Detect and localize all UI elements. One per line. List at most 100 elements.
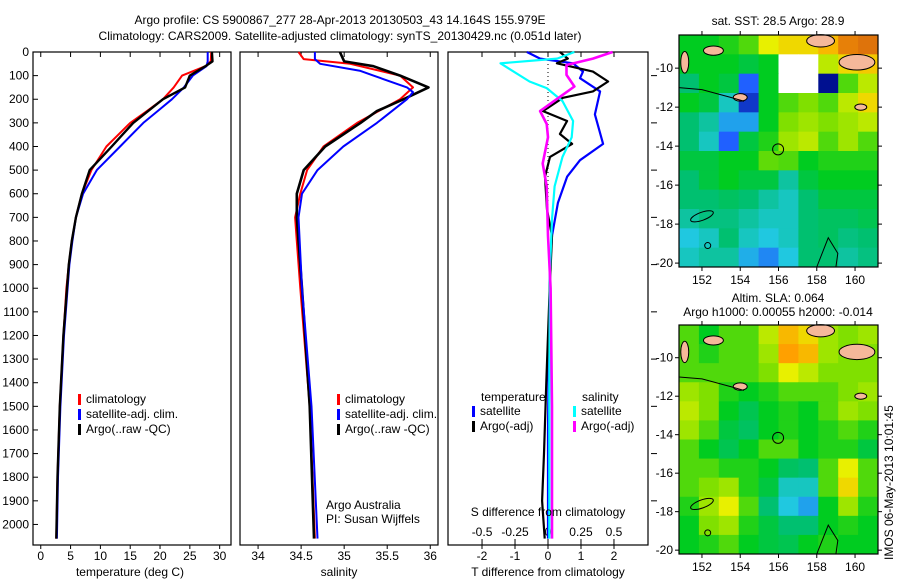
map-cell [778, 112, 799, 133]
map-cell [758, 189, 779, 210]
map-cell [738, 515, 760, 536]
lon-tick-label: 160 [845, 273, 865, 287]
map-cell [698, 458, 720, 479]
y-tick-label: 200 [9, 92, 29, 106]
map-cell [818, 439, 839, 460]
credit-line-2: PI: Susan Wijffels [326, 512, 420, 526]
lat-tick-label: -10 [656, 351, 674, 365]
map-cell [679, 382, 700, 402]
map-cell [679, 439, 700, 460]
map-cell [818, 496, 839, 517]
map-cell [798, 515, 819, 536]
map-cell [698, 247, 720, 268]
legend-swatch [337, 394, 340, 405]
map-cell [778, 93, 799, 113]
map-cell [798, 209, 819, 229]
map-cell [838, 35, 859, 55]
y-tick-label: 600 [9, 187, 29, 201]
map-cell [679, 73, 700, 94]
map-cell [858, 151, 879, 171]
map-cell [798, 382, 819, 402]
imos-timestamp: IMOS 06-May-2013 10:01:45 [882, 405, 896, 560]
map-cell [858, 534, 879, 555]
map-cell [738, 477, 760, 498]
map-cell [818, 54, 839, 75]
map-cell [679, 534, 700, 555]
sla-map-title: Altim. SLA: 0.064 [732, 291, 825, 305]
map-cell [798, 534, 819, 555]
map-cell [778, 401, 799, 421]
x-tick-label: -2 [477, 549, 488, 563]
map-cell [679, 131, 700, 152]
lat-tick-label: -12 [656, 389, 674, 403]
map-cell [698, 477, 720, 498]
legend-label: Argo(-adj) [581, 419, 634, 433]
map-cell [758, 247, 779, 268]
map-cell [838, 73, 859, 94]
map-cell [778, 363, 799, 383]
map-cell [858, 189, 879, 210]
map-cell [778, 439, 799, 460]
map-cell [679, 170, 700, 191]
map-cell [698, 228, 720, 249]
y-tick-label: 900 [9, 258, 29, 272]
map-cell [838, 170, 859, 191]
legend-label: satellite [581, 404, 622, 418]
map-cell [778, 496, 799, 517]
map-cell [738, 534, 760, 555]
map-cell [738, 344, 760, 364]
lat-tick-label: -18 [656, 217, 674, 231]
map-cell [679, 93, 700, 113]
reef-contour [704, 529, 712, 537]
map-cell [718, 228, 740, 249]
map-cell [698, 439, 720, 460]
map-cell [738, 439, 760, 460]
map-cell [798, 54, 819, 75]
legend-swatch [472, 406, 475, 417]
reef-contour [690, 497, 714, 511]
lat-tick-label: -14 [656, 428, 674, 442]
map-cell [738, 247, 760, 268]
map-cell [838, 112, 859, 133]
map-cell [758, 209, 779, 229]
legend-swatch [472, 421, 475, 432]
map-cell [778, 35, 799, 55]
map-cell [818, 93, 839, 113]
argo-float-marker [772, 143, 785, 156]
legend-label: climatology [345, 392, 405, 406]
map-cell [778, 189, 799, 210]
map-cell [679, 189, 700, 210]
map-cell [758, 515, 779, 536]
map-cell [698, 73, 720, 94]
x-tick-label: 2 [611, 549, 618, 563]
x-tick-label: 25 [183, 549, 197, 563]
map-cell [838, 228, 859, 249]
y-tick-label: 800 [9, 234, 29, 248]
map-cell [738, 73, 760, 94]
y-tick-label: 1600 [2, 423, 29, 437]
y-tick-label: 1100 [3, 305, 29, 319]
map-cell [798, 93, 819, 113]
credit-line-1: Argo Australia [326, 498, 401, 512]
y-tick-label: 100 [9, 69, 29, 83]
map-cell [679, 363, 700, 383]
map-cell [758, 439, 779, 460]
legend-swatch [78, 409, 81, 420]
map-cell [758, 73, 779, 94]
map-cell [858, 439, 879, 460]
map-cell [718, 344, 740, 364]
land-mass [680, 50, 690, 74]
map-cell [718, 515, 740, 536]
map-cell [698, 344, 720, 364]
legend-swatch [337, 409, 340, 420]
map-cell [798, 420, 819, 440]
map-cell [738, 35, 760, 55]
map-cell [758, 228, 779, 249]
x-tick-label: 10 [94, 549, 108, 563]
map-cell [679, 112, 700, 133]
legend-label: satellite-adj. clim. [86, 407, 178, 421]
x-tick-label: 1 [578, 549, 585, 563]
map-cell [758, 496, 779, 517]
legend-swatch [573, 421, 576, 432]
map-cell [858, 228, 879, 249]
